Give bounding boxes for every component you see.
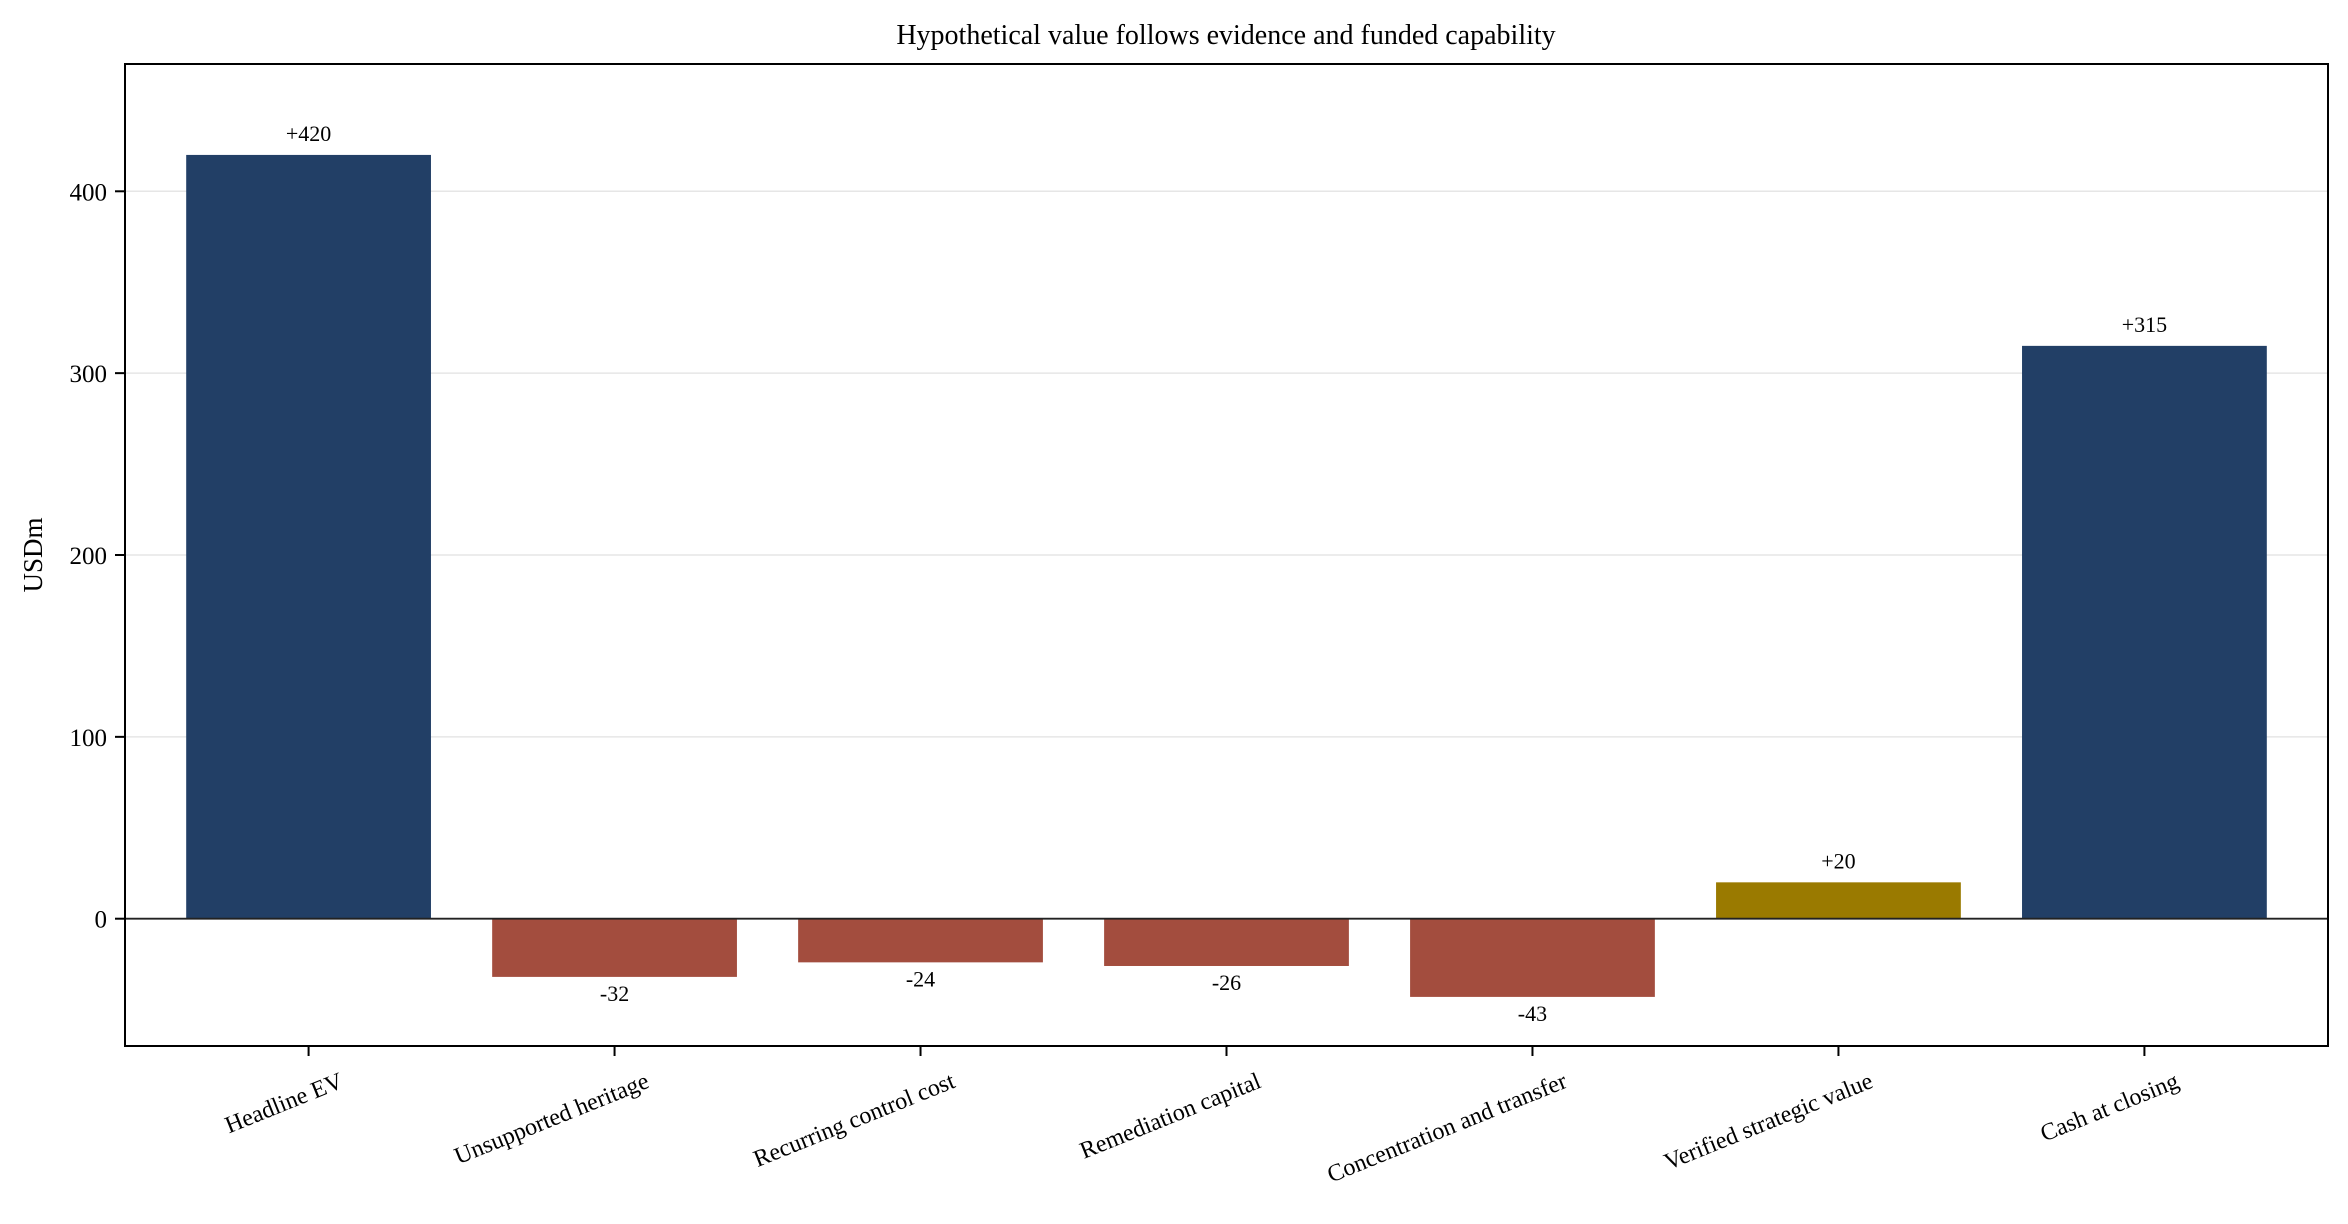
x-tick-label: Unsupported heritage <box>451 1068 653 1170</box>
x-tick-label: Remediation capital <box>1076 1068 1265 1164</box>
data-label: -26 <box>1212 970 1241 995</box>
data-label: +315 <box>2122 312 2167 337</box>
data-label: +20 <box>1821 848 1855 873</box>
y-tick-label: 400 <box>70 179 108 206</box>
y-tick-label: 100 <box>70 725 108 752</box>
y-axis-label: USDm <box>18 517 48 592</box>
bar <box>1716 882 1961 919</box>
bar <box>1104 918 1349 966</box>
y-tick-label: 0 <box>95 907 108 934</box>
y-tick-label: 300 <box>70 361 108 388</box>
value-labels: +420 -32 -24 -26 -43 +20 +315 <box>286 121 2167 1026</box>
bar <box>492 918 737 977</box>
x-tick-label: Concentration and transfer <box>1324 1068 1571 1188</box>
data-label: -43 <box>1518 1001 1547 1026</box>
x-axis: Headline EV Unsupported heritage Recurring… <box>222 1046 2183 1188</box>
gridlines <box>125 190 2328 738</box>
data-label: -32 <box>600 981 629 1006</box>
data-label: +420 <box>286 121 331 146</box>
y-tick-label: 200 <box>70 543 108 570</box>
chart-title: Hypothetical value follows evidence and … <box>896 20 1555 51</box>
x-tick-label: Headline EV <box>222 1068 348 1139</box>
bar <box>1410 918 1655 997</box>
bar <box>2022 345 2267 919</box>
bars <box>186 154 2267 997</box>
x-tick-label: Verified strategic value <box>1661 1068 1877 1175</box>
x-tick-label: Recurring control cost <box>750 1068 959 1173</box>
bar <box>798 918 1043 963</box>
y-axis: 0 100 200 300 400 <box>70 179 125 934</box>
x-tick-label: Cash at closing <box>2037 1068 2183 1147</box>
data-label: -24 <box>906 966 935 991</box>
bar <box>186 154 431 919</box>
